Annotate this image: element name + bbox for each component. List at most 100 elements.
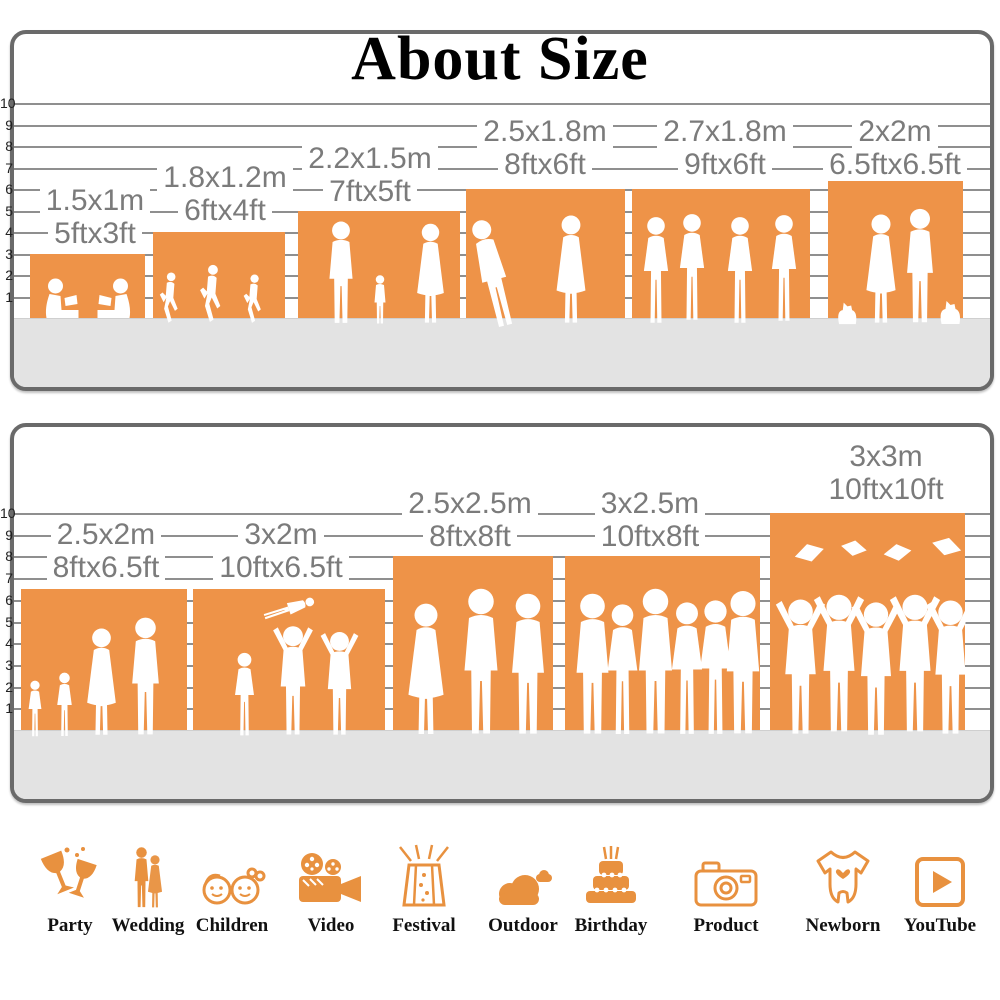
size-box bbox=[193, 589, 385, 736]
silhouette-dancing-girls bbox=[643, 214, 797, 323]
floor bbox=[14, 318, 990, 387]
size-label: 1.5x1m 5ftx3ft bbox=[14, 184, 195, 250]
category-label: Children bbox=[195, 915, 269, 936]
size-box bbox=[153, 232, 285, 323]
size-label: 2.5x2m 8ftx6.5ft bbox=[14, 518, 206, 584]
ruler-number: 5 bbox=[5, 613, 13, 630]
ruler-number: 5 bbox=[5, 202, 13, 219]
ruler-number: 9 bbox=[5, 116, 13, 133]
size-meters: 1.5x1m bbox=[39, 184, 151, 217]
category-label: Wedding bbox=[111, 915, 185, 936]
party-icon bbox=[15, 845, 125, 909]
silhouette-parents-lifting-child bbox=[235, 594, 359, 736]
size-label: 2.5x2.5m 8ftx8ft bbox=[370, 487, 570, 553]
category-youtube: YouTube bbox=[885, 845, 995, 937]
ruler-number: 6 bbox=[5, 591, 13, 608]
page-title: About Size bbox=[351, 25, 649, 93]
size-feet: 8ftx6ft bbox=[498, 148, 592, 181]
silhouette-family-walking bbox=[329, 221, 444, 324]
size-label: 1.8x1.2m 6ftx4ft bbox=[125, 161, 325, 227]
size-feet: 6.5ftx6.5ft bbox=[823, 148, 967, 181]
children-icon bbox=[177, 845, 287, 909]
size-label: 3x3m 10ftx10ft bbox=[786, 440, 986, 506]
category-label: Party bbox=[47, 915, 93, 936]
category-label: Festival bbox=[392, 915, 456, 936]
category-label: Video bbox=[307, 915, 355, 936]
product-icon bbox=[671, 845, 781, 909]
silhouette-group-of-friends bbox=[576, 588, 759, 734]
category-product: Product bbox=[671, 845, 781, 937]
category-video: Video bbox=[276, 845, 386, 937]
size-feet: 7ftx5ft bbox=[323, 175, 417, 208]
category-label: Outdoor bbox=[488, 915, 558, 936]
ruler-number: 1 bbox=[5, 288, 13, 305]
size-meters: 2.5x2m bbox=[50, 518, 162, 551]
category-outdoor: Outdoor bbox=[468, 845, 578, 937]
size-feet: 8ftx8ft bbox=[423, 520, 517, 553]
size-meters: 2.7x1.8m bbox=[657, 115, 793, 148]
ruler-number: 8 bbox=[5, 138, 13, 154]
category-festival: Festival bbox=[369, 844, 479, 937]
size-box bbox=[298, 210, 460, 324]
ruler-number: 4 bbox=[5, 635, 13, 652]
size-meters: 3x2m bbox=[238, 518, 324, 551]
newborn-icon bbox=[788, 845, 898, 909]
size-label: 2.5x1.8m 8ftx6ft bbox=[445, 115, 645, 181]
size-feet: 9ftx6ft bbox=[678, 148, 772, 181]
festival-icon bbox=[369, 844, 479, 909]
size-box bbox=[30, 253, 145, 318]
ruler-number: 2 bbox=[5, 678, 13, 695]
silhouette-kids-reading bbox=[45, 278, 130, 318]
category-birthday: Birthday bbox=[556, 845, 666, 937]
size-feet: 5ftx3ft bbox=[48, 217, 142, 250]
size-box bbox=[770, 513, 965, 735]
ruler-number: 3 bbox=[5, 245, 13, 262]
category-party: Party bbox=[15, 845, 125, 937]
category-label: Product bbox=[693, 915, 759, 936]
size-label: 2.2x1.5m 7ftx5ft bbox=[270, 142, 470, 208]
ruler-number: 7 bbox=[5, 570, 13, 587]
category-children: Children bbox=[177, 845, 287, 937]
category-newborn: Newborn bbox=[788, 845, 898, 937]
gridline bbox=[14, 103, 990, 105]
size-meters: 2x2m bbox=[852, 115, 938, 148]
size-box bbox=[828, 178, 963, 325]
category-label: Birthday bbox=[574, 915, 648, 936]
size-box bbox=[632, 189, 810, 323]
ruler-number: 9 bbox=[5, 526, 13, 543]
size-meters: 2.2x1.5m bbox=[302, 142, 438, 175]
silhouette-graduates bbox=[775, 534, 965, 735]
size-meters: 3x3m bbox=[843, 440, 929, 473]
ruler-number: 1 bbox=[5, 700, 13, 717]
size-box bbox=[466, 189, 625, 328]
size-panel-small: 1.5x1m 5ftx3ft 1.8x1.2m 6ftx4ft 2.2x1.5m… bbox=[10, 30, 994, 391]
ruler-number: 7 bbox=[5, 159, 13, 176]
floor bbox=[14, 730, 990, 799]
youtube-icon bbox=[885, 845, 995, 909]
video-icon bbox=[276, 845, 386, 909]
category-wedding: Wedding bbox=[93, 845, 203, 937]
size-label: 3x2.5m 10ftx8ft bbox=[550, 487, 750, 553]
size-feet: 10ftx8ft bbox=[594, 520, 706, 553]
size-feet: 6ftx4ft bbox=[178, 194, 272, 227]
size-box bbox=[565, 556, 760, 734]
size-feet: 8ftx6.5ft bbox=[46, 551, 166, 584]
size-meters: 3x2.5m bbox=[594, 487, 706, 520]
ruler-number: 4 bbox=[5, 224, 13, 240]
size-meters: 2.5x2.5m bbox=[402, 487, 538, 520]
size-meters: 1.8x1.2m bbox=[157, 161, 293, 194]
category-label: YouTube bbox=[903, 915, 977, 936]
ruler-number: 10 bbox=[0, 95, 16, 111]
silhouette-couple-with-dogs bbox=[837, 208, 960, 325]
size-box bbox=[21, 589, 187, 737]
silhouette-people-walking bbox=[408, 588, 544, 734]
category-label: Newborn bbox=[805, 915, 881, 936]
size-label: 2x2m 6.5ftx6.5ft bbox=[795, 115, 990, 181]
ruler-number: 2 bbox=[5, 267, 13, 283]
ruler-number: 10 bbox=[0, 505, 16, 521]
birthday-icon bbox=[556, 845, 666, 909]
size-label: 2.7x1.8m 9ftx6ft bbox=[625, 115, 825, 181]
size-box bbox=[393, 556, 553, 734]
size-feet: 10ftx10ft bbox=[822, 473, 950, 506]
